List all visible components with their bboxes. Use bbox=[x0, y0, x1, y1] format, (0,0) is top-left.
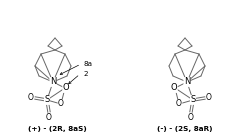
Text: S: S bbox=[190, 95, 196, 104]
Text: O: O bbox=[171, 84, 177, 92]
Text: (-) - (2S, 8aR): (-) - (2S, 8aR) bbox=[157, 126, 213, 132]
Text: O: O bbox=[46, 113, 52, 122]
Text: N: N bbox=[50, 78, 56, 86]
Text: O: O bbox=[63, 84, 69, 92]
Text: N: N bbox=[184, 78, 190, 86]
Text: S: S bbox=[44, 95, 50, 104]
Text: (+) - (2R, 8aS): (+) - (2R, 8aS) bbox=[28, 126, 86, 132]
Text: 2: 2 bbox=[83, 71, 88, 77]
Text: O: O bbox=[188, 113, 194, 122]
Text: O: O bbox=[58, 100, 64, 109]
Text: O: O bbox=[176, 100, 182, 109]
Text: O: O bbox=[28, 94, 34, 103]
Text: O: O bbox=[206, 94, 212, 103]
Text: 8a: 8a bbox=[84, 61, 93, 67]
